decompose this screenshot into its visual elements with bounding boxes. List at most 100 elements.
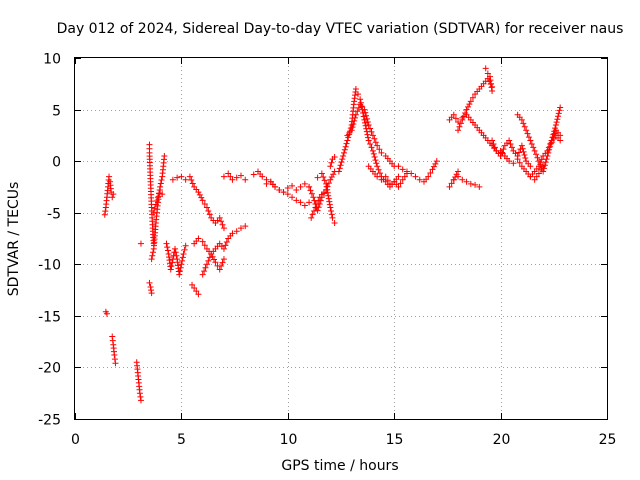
data-point bbox=[367, 140, 374, 147]
data-point bbox=[156, 190, 163, 197]
data-point bbox=[541, 165, 548, 172]
series-sat-n bbox=[199, 223, 249, 278]
data-point bbox=[159, 191, 166, 198]
data-point bbox=[370, 150, 377, 157]
data-point bbox=[327, 204, 334, 211]
data-point bbox=[324, 186, 331, 193]
data-point bbox=[412, 173, 419, 180]
data-point bbox=[109, 194, 116, 201]
data-point bbox=[554, 116, 561, 123]
data-point bbox=[433, 158, 440, 165]
data-point bbox=[284, 191, 291, 198]
data-point bbox=[181, 246, 188, 253]
data-point bbox=[189, 281, 196, 288]
data-point bbox=[368, 144, 375, 151]
data-point bbox=[455, 168, 462, 175]
data-point bbox=[297, 199, 304, 206]
data-point bbox=[362, 122, 369, 129]
data-point bbox=[372, 157, 379, 164]
data-point bbox=[289, 194, 296, 201]
data-point bbox=[364, 118, 371, 125]
data-point bbox=[448, 180, 455, 187]
data-point bbox=[308, 190, 315, 197]
data-point bbox=[331, 154, 338, 161]
data-point bbox=[223, 238, 230, 245]
data-point bbox=[548, 139, 555, 146]
data-point bbox=[432, 160, 439, 167]
data-point bbox=[205, 257, 212, 264]
data-point bbox=[348, 127, 355, 134]
data-point bbox=[378, 149, 385, 156]
x-tick-label: 15 bbox=[386, 432, 404, 448]
data-point bbox=[365, 134, 372, 141]
data-point bbox=[179, 254, 186, 261]
series-sat-w bbox=[344, 101, 440, 185]
data-point bbox=[109, 333, 116, 340]
data-point bbox=[535, 163, 542, 170]
data-point bbox=[259, 173, 266, 180]
data-point bbox=[365, 122, 372, 129]
data-point bbox=[553, 119, 560, 126]
series-sat-s bbox=[308, 189, 327, 221]
data-point bbox=[521, 151, 528, 158]
data-point bbox=[301, 180, 308, 187]
data-point bbox=[327, 163, 334, 170]
series-sat-c bbox=[109, 333, 119, 367]
data-point bbox=[201, 268, 208, 275]
y-tick-label: 10 bbox=[43, 52, 61, 68]
data-point bbox=[177, 264, 184, 271]
data-point bbox=[309, 211, 316, 218]
data-point bbox=[488, 84, 495, 91]
data-point bbox=[163, 240, 170, 247]
data-point bbox=[510, 160, 517, 167]
data-point bbox=[531, 147, 538, 154]
data-point bbox=[149, 252, 156, 259]
data-point bbox=[315, 197, 322, 204]
data-point bbox=[220, 256, 227, 263]
data-point bbox=[552, 122, 559, 129]
data-point bbox=[519, 145, 526, 152]
tick-labels: 0 5 10 15 20 25 -25 -20 -15 -10 -5 0 5 10 bbox=[38, 52, 616, 449]
data-point bbox=[203, 204, 210, 211]
data-point bbox=[416, 176, 423, 183]
data-point bbox=[466, 101, 473, 108]
series-sat-aa bbox=[446, 168, 462, 190]
data-point bbox=[462, 110, 469, 117]
data-point bbox=[336, 165, 343, 172]
data-point bbox=[508, 144, 515, 151]
data-point bbox=[487, 77, 494, 84]
data-point bbox=[212, 259, 219, 266]
series-sat-p bbox=[250, 168, 313, 209]
data-point bbox=[284, 184, 291, 191]
data-point bbox=[201, 200, 208, 207]
data-point bbox=[182, 176, 189, 183]
data-point bbox=[169, 176, 176, 183]
data-point bbox=[429, 166, 436, 173]
data-point bbox=[538, 156, 545, 163]
data-point bbox=[373, 160, 380, 167]
data-point bbox=[329, 214, 336, 221]
data-point bbox=[362, 109, 369, 116]
data-point bbox=[136, 390, 143, 397]
data-point bbox=[331, 220, 338, 227]
data-point bbox=[306, 199, 313, 206]
data-point bbox=[349, 124, 356, 131]
data-point bbox=[516, 159, 523, 166]
data-point bbox=[446, 183, 453, 190]
data-point bbox=[216, 214, 223, 221]
data-point bbox=[174, 174, 181, 181]
data-point bbox=[354, 108, 361, 115]
data-point bbox=[137, 397, 144, 404]
data-point bbox=[374, 163, 381, 170]
data-point bbox=[137, 393, 144, 400]
data-point bbox=[488, 80, 495, 87]
data-point bbox=[557, 137, 564, 144]
x-tick-label: 20 bbox=[493, 432, 511, 448]
data-point bbox=[395, 183, 402, 190]
data-point bbox=[357, 96, 364, 103]
data-point bbox=[146, 279, 153, 286]
data-point bbox=[250, 171, 257, 178]
data-point bbox=[199, 271, 206, 278]
data-point bbox=[164, 244, 171, 251]
data-point bbox=[189, 180, 196, 187]
